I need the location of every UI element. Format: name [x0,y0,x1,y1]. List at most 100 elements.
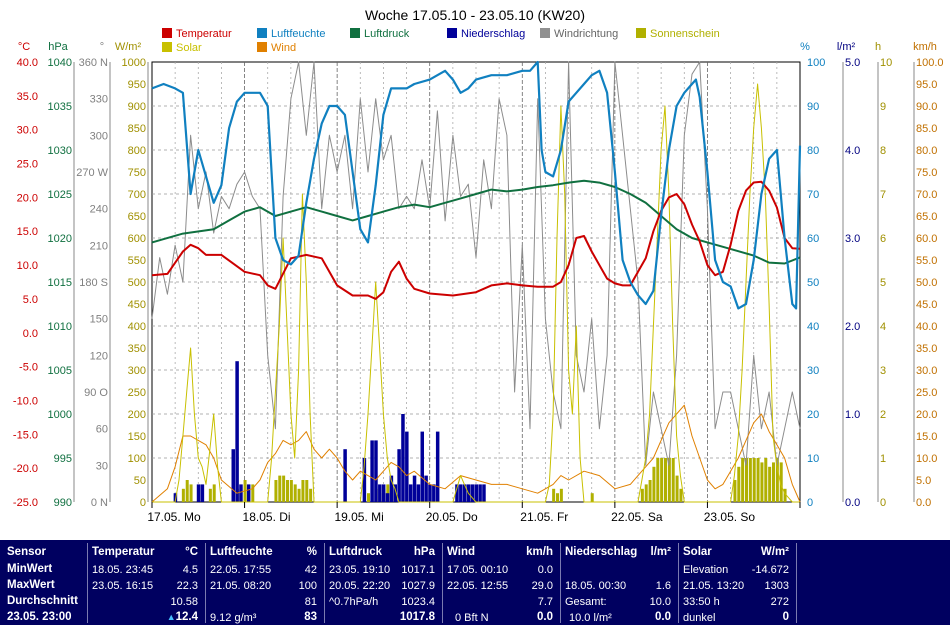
rain-bar [370,440,374,502]
solar-average: 272 [770,596,789,608]
humidity-absolute: 9.12 g/m³ [210,612,257,624]
temperature-current: ▲12.4 [167,611,198,623]
sunshine-bar [648,480,652,502]
humidity-axis-tick: 30 [807,365,819,377]
legend-label: Luftfeuchte [271,28,325,40]
rain-bar [482,484,486,502]
sunshine-bar [772,462,775,502]
sunshine-hours: 33:50 h [683,596,720,608]
legend-label: Niederschlag [461,28,525,40]
wind-axis-tick: 35.0 [916,343,937,355]
pressure-min-time: 23.05. 19:10 [329,564,391,576]
rain-max-value: 1.6 [655,580,671,592]
sunshine-axis-tick: 9 [880,101,886,113]
summary-panel: Sensor MinWert MaxWert Durchschnitt 23.0… [0,540,950,625]
temperature-axis-tick: -15.0 [13,429,38,441]
sunshine-bar [552,488,556,502]
rain-bar [235,361,239,502]
solar-status: dunkel [683,612,716,624]
rain-bar [401,414,405,502]
axis-unit-label: hPa [48,41,68,53]
sunshine-bar [745,458,748,502]
temperature-axis-tick: -10.0 [13,395,38,407]
wind-unit: km/h [526,546,553,558]
rain-axis-tick: 4.0 [845,145,860,157]
humidity-header: Luftfeuchte [210,546,273,558]
wind-header: Wind [447,546,475,558]
humidity-axis-tick: 100 [807,57,825,69]
legend-label: Windrichtung [554,28,618,40]
axis-unit-label: % [800,41,810,53]
legend-label: Luftdruck [364,28,410,40]
rain-bar [412,475,417,502]
humidity-max-value: 100 [298,580,317,592]
solar-axis-tick: 850 [128,123,146,135]
humidity-axis-tick: 90 [807,101,819,113]
sunshine-bar [289,480,293,502]
sunshine-axis-tick: 1 [880,453,886,465]
wind-axis-tick: 75.0 [916,167,937,179]
rain-bar [478,484,482,502]
sunshine-axis-tick: 3 [880,365,886,377]
wind-axis-tick: 5.0 [916,475,931,487]
wind-axis-tick: 45.0 [916,299,937,311]
axes: 17.05. Mo 18.05. Di 19.05. Mi 20.05. Do 21.0… [13,57,944,524]
pressure-axis-tick: 1025 [48,189,72,201]
temperature-axis-tick: -5.0 [19,362,38,374]
sunshine-bar [640,488,644,502]
pressure-axis-tick: 1030 [48,145,72,157]
pressure-axis-tick: 990 [54,497,72,509]
legend-swatch [636,28,646,38]
sunshine-bar [760,462,764,502]
pressure-average: 1023.4 [401,596,435,608]
sunshine-bar [181,488,185,502]
rain-bar [343,449,347,502]
humidity-max-time: 21.05. 08:20 [210,580,272,592]
temperature-max-value: 22.3 [176,580,198,592]
sunshine-bar [556,493,559,502]
wind-axis-tick: 50.0 [916,277,937,289]
rain-bar [397,449,401,502]
pressure-line [151,179,801,265]
humidity-axis-tick: 20 [807,409,819,421]
humidity-box: Luftfeuchte % 22.05. 17:55 42 21.05. 08:… [206,543,322,624]
solar-axis-tick: 700 [128,189,146,201]
solar-max-time: 21.05. 13:20 [683,580,745,592]
temperature-current-value: 12.4 [175,611,198,623]
solar-header: Solar [683,546,712,558]
temperature-axis-tick: 20.0 [17,192,38,204]
direction-axis-tick: 0 N [91,497,108,509]
sunshine-bar [278,475,282,502]
pressure-max-value: 1027.9 [401,580,435,592]
pressure-axis-tick: 1040 [48,57,72,69]
rain-bar [381,484,386,502]
direction-axis-tick: 330 [90,94,108,106]
solar-axis-tick: 900 [128,101,146,113]
solar-axis-tick: 500 [128,277,146,289]
x-tick-label: 20.05. Do [426,510,478,524]
sunshine-bar [293,484,297,502]
wind-axis-tick: 70.0 [916,189,937,201]
wind-axis-tick: 20.0 [916,409,937,421]
sunshine-axis-tick: 0 [880,497,886,509]
humidity-line [151,60,802,310]
solar-elevation-label: Elevation [683,564,729,576]
rain-bar [239,484,243,502]
sunshine-bar [775,458,779,502]
humidity-axis-tick: 40 [807,321,819,333]
sunshine-bar [756,458,760,502]
solar-current: 0 [782,611,789,623]
temperature-axis-tick: 5.0 [23,294,38,306]
temperature-axis-tick: 0.0 [23,328,38,340]
temperature-min-value: 4.5 [182,564,198,576]
solar-axis-tick: 200 [128,409,146,421]
sunshine-bar [764,458,768,502]
x-tick-label: 18.05. Di [243,510,291,524]
sunshine-bar [251,484,255,502]
legend-label: Sonnenschein [650,28,720,40]
sunshine-bar [667,458,671,502]
legend-swatch [350,28,360,38]
humidity-axis-tick: 60 [807,233,819,245]
row-label-avg: Durchschnitt [7,595,78,607]
temperature-max-time: 23.05. 16:15 [92,580,154,592]
